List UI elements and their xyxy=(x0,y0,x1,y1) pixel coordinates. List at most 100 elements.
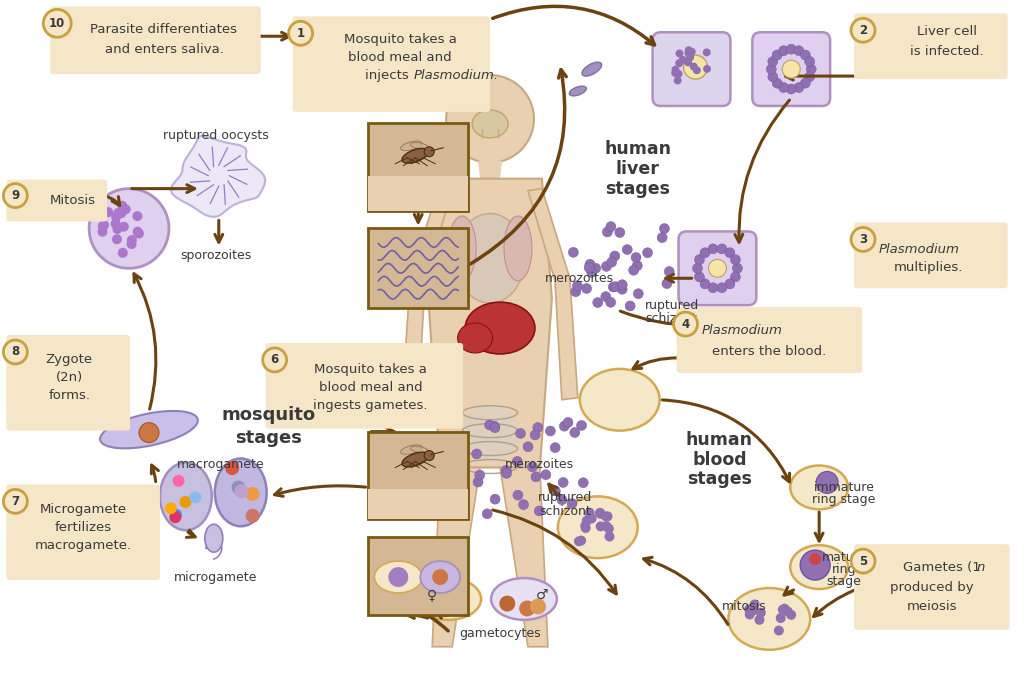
Text: stages: stages xyxy=(605,179,670,198)
Circle shape xyxy=(602,227,612,237)
Circle shape xyxy=(577,536,586,545)
Polygon shape xyxy=(500,467,548,646)
FancyBboxPatch shape xyxy=(369,123,468,210)
Circle shape xyxy=(730,272,740,282)
FancyBboxPatch shape xyxy=(854,13,1008,79)
Circle shape xyxy=(170,509,182,521)
FancyBboxPatch shape xyxy=(265,343,463,429)
Ellipse shape xyxy=(411,142,428,149)
Text: forms.: forms. xyxy=(48,390,90,403)
Circle shape xyxy=(604,532,614,541)
Circle shape xyxy=(686,54,694,61)
FancyBboxPatch shape xyxy=(369,229,468,308)
Circle shape xyxy=(851,19,876,42)
Circle shape xyxy=(424,147,434,157)
Circle shape xyxy=(625,301,635,311)
Ellipse shape xyxy=(465,302,535,354)
Text: 10: 10 xyxy=(49,16,66,30)
Text: macrogamete.: macrogamete. xyxy=(35,539,132,552)
Circle shape xyxy=(694,255,705,264)
Polygon shape xyxy=(171,136,265,217)
Circle shape xyxy=(99,221,109,230)
Circle shape xyxy=(778,605,787,615)
Circle shape xyxy=(563,418,573,427)
Circle shape xyxy=(725,279,735,289)
Text: n: n xyxy=(977,561,985,574)
Ellipse shape xyxy=(580,369,659,431)
Ellipse shape xyxy=(582,62,602,76)
Circle shape xyxy=(591,263,601,273)
Circle shape xyxy=(610,251,620,261)
Circle shape xyxy=(708,244,718,254)
Text: is infected.: is infected. xyxy=(910,45,984,58)
Text: 1: 1 xyxy=(297,27,304,40)
Circle shape xyxy=(679,56,687,64)
Circle shape xyxy=(132,211,142,221)
Circle shape xyxy=(805,71,815,82)
Circle shape xyxy=(617,280,628,290)
Circle shape xyxy=(606,222,615,232)
Circle shape xyxy=(530,598,546,614)
Circle shape xyxy=(585,508,595,518)
Circle shape xyxy=(672,66,680,74)
Circle shape xyxy=(234,484,249,498)
Text: ring stage: ring stage xyxy=(812,493,876,506)
Text: Mitosis: Mitosis xyxy=(50,194,96,207)
Circle shape xyxy=(502,469,512,478)
Circle shape xyxy=(388,567,409,587)
Circle shape xyxy=(629,265,639,275)
Circle shape xyxy=(89,189,169,269)
Circle shape xyxy=(127,235,137,245)
Ellipse shape xyxy=(461,405,519,460)
Text: ruptured oocysts: ruptured oocysts xyxy=(163,129,268,142)
Circle shape xyxy=(513,490,523,500)
Circle shape xyxy=(3,183,28,207)
Text: liver: liver xyxy=(615,159,659,178)
Circle shape xyxy=(750,600,760,609)
Circle shape xyxy=(782,607,793,616)
Circle shape xyxy=(601,291,610,302)
Ellipse shape xyxy=(205,524,223,552)
Ellipse shape xyxy=(569,86,587,96)
Circle shape xyxy=(631,253,641,262)
Circle shape xyxy=(690,63,697,71)
Polygon shape xyxy=(369,489,468,519)
Text: blood meal and: blood meal and xyxy=(348,51,453,64)
Text: Plasmodium: Plasmodium xyxy=(879,243,959,256)
Circle shape xyxy=(675,59,683,67)
Circle shape xyxy=(606,257,616,267)
FancyBboxPatch shape xyxy=(753,32,830,106)
Circle shape xyxy=(779,604,790,613)
Circle shape xyxy=(606,297,615,307)
Circle shape xyxy=(581,521,590,530)
Circle shape xyxy=(501,465,511,475)
Circle shape xyxy=(744,605,754,614)
Ellipse shape xyxy=(160,462,212,530)
Circle shape xyxy=(117,201,127,211)
Circle shape xyxy=(851,549,876,573)
Circle shape xyxy=(165,502,177,515)
Circle shape xyxy=(778,82,788,93)
Circle shape xyxy=(581,523,591,533)
Circle shape xyxy=(584,262,594,273)
Text: 5: 5 xyxy=(859,554,867,567)
Circle shape xyxy=(596,521,605,531)
Circle shape xyxy=(541,470,551,480)
Text: sporozoites: sporozoites xyxy=(180,249,252,262)
Text: Plasmodium: Plasmodium xyxy=(701,324,782,337)
Circle shape xyxy=(688,48,695,56)
Text: schizont: schizont xyxy=(539,505,591,518)
Circle shape xyxy=(432,583,464,615)
Text: macrogamete: macrogamete xyxy=(177,458,264,471)
Circle shape xyxy=(756,608,766,618)
Ellipse shape xyxy=(411,447,428,453)
Circle shape xyxy=(111,218,121,229)
FancyBboxPatch shape xyxy=(293,16,490,112)
Circle shape xyxy=(134,229,143,238)
Circle shape xyxy=(595,508,605,518)
Polygon shape xyxy=(478,161,502,179)
Circle shape xyxy=(500,596,515,611)
Text: ruptured: ruptured xyxy=(644,299,698,312)
Circle shape xyxy=(189,491,202,504)
Circle shape xyxy=(573,537,584,546)
